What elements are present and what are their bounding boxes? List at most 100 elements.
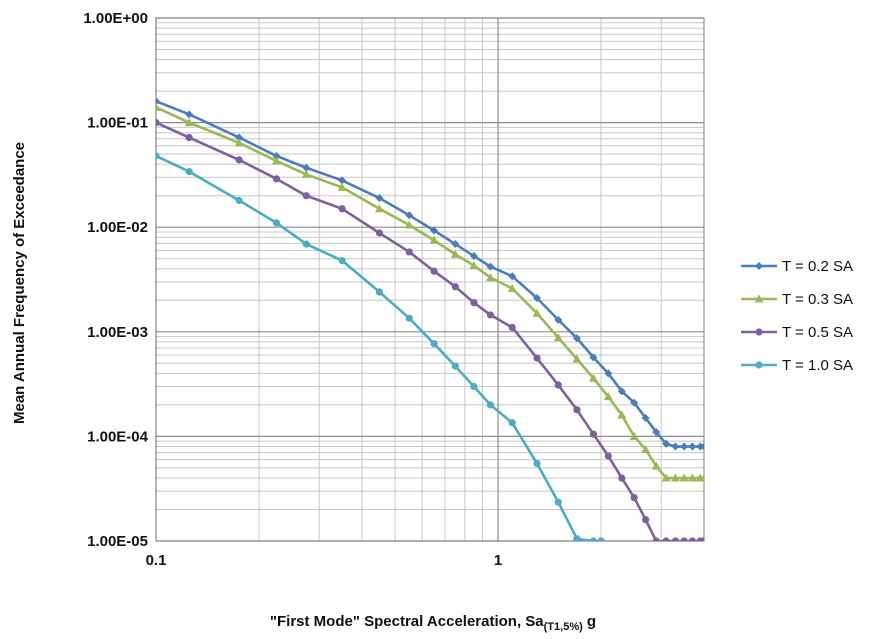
series-point [662, 537, 670, 541]
series-point [700, 537, 704, 541]
series-point [451, 283, 459, 291]
y-tick-label: 1.00E-03 [87, 324, 148, 341]
series-point [234, 138, 244, 147]
x-axis-title-main: "First Mode" Spectral Acceleration, Sa [270, 613, 544, 630]
legend-item: T = 0.3 SA [741, 291, 853, 308]
series-2 [156, 102, 704, 482]
series-line [156, 99, 704, 448]
series-point [661, 473, 671, 482]
series-point [470, 382, 478, 391]
series-point [469, 252, 478, 261]
series-point [688, 442, 697, 451]
series-point [572, 334, 581, 343]
series-point [508, 419, 516, 427]
y-tick-label: 1.00E-05 [87, 533, 148, 550]
series-point [156, 119, 160, 127]
series-point [430, 226, 439, 235]
series-point [630, 493, 638, 502]
series-point [680, 537, 688, 541]
legend-swatch-marker [755, 262, 763, 270]
y-tick-labels: 1.00E+00 1.00E-01 1.00E-02 1.00E-03 1.00E-04… [83, 10, 148, 550]
series-point [486, 311, 495, 319]
series-point [687, 473, 697, 482]
series-point [430, 340, 438, 348]
series-point [235, 156, 243, 164]
series-point [662, 439, 671, 448]
legend-item: T = 1.0 SA [741, 357, 853, 374]
series-point [679, 473, 689, 482]
series-point [604, 369, 613, 378]
series-point [486, 401, 495, 409]
series-point [404, 220, 414, 229]
series-point [469, 261, 479, 270]
series-point [554, 315, 563, 324]
series-point [301, 169, 311, 178]
series-point [302, 163, 311, 172]
series-layer [156, 97, 704, 541]
legend-swatch-marker [755, 328, 763, 336]
series-point [302, 192, 310, 200]
series-point [533, 294, 542, 303]
y-tick-label: 1.00E+00 [83, 10, 148, 27]
series-point [156, 152, 160, 160]
series-point [272, 151, 281, 160]
series-point [508, 323, 516, 332]
series-point [451, 240, 460, 249]
series-point [156, 97, 160, 106]
series-point [375, 229, 384, 237]
series-point [235, 196, 243, 205]
series-3 [156, 119, 704, 541]
x-tick-labels: 0.1 1 [146, 552, 503, 569]
series-point [641, 444, 651, 453]
series-point [603, 392, 613, 401]
series-point [533, 354, 541, 362]
legend-label: T = 0.3 SA [782, 291, 853, 308]
series-point [185, 110, 194, 119]
series-point [272, 219, 281, 227]
series-4 [156, 152, 605, 541]
series-line [156, 154, 603, 541]
series-point [337, 182, 347, 191]
series-point [618, 474, 626, 482]
series-point [485, 273, 495, 282]
series-point [553, 333, 563, 342]
y-axis-title: Mean Annual Frequency of Exceedance [11, 142, 28, 424]
series-point [184, 118, 194, 127]
series-point [450, 249, 460, 258]
series-point [271, 156, 281, 165]
series-point [617, 410, 627, 419]
series-point [651, 461, 661, 470]
y-tick-label: 1.00E-02 [87, 219, 148, 236]
x-tick-label: 1 [494, 552, 502, 569]
series-point [641, 413, 650, 422]
y-tick-label: 1.00E-01 [87, 115, 148, 132]
series-point [338, 205, 346, 213]
series-point [235, 133, 244, 142]
series-point [374, 204, 384, 213]
series-point [507, 283, 517, 292]
series-point [156, 102, 161, 111]
series-1 [156, 97, 704, 451]
series-point [572, 354, 582, 363]
series-point [405, 211, 414, 220]
series-point [486, 262, 495, 271]
legend-label: T = 0.5 SA [782, 324, 853, 341]
series-point [573, 406, 581, 414]
series-point [629, 431, 639, 440]
series-point [680, 442, 689, 451]
series-point [573, 535, 581, 541]
series-point [671, 537, 680, 541]
x-axis-title-unit: g [583, 613, 596, 630]
series-point [375, 194, 384, 203]
series-point [597, 537, 605, 541]
series-point [700, 442, 704, 451]
series-point [405, 248, 413, 256]
series-point [338, 176, 347, 185]
legend-item: T = 0.5 SA [741, 324, 853, 341]
plot-area [155, 17, 705, 542]
y-tick-label: 1.00E-04 [87, 428, 149, 445]
grid-major [155, 17, 704, 542]
series-line [156, 121, 704, 541]
series-point [508, 272, 517, 281]
